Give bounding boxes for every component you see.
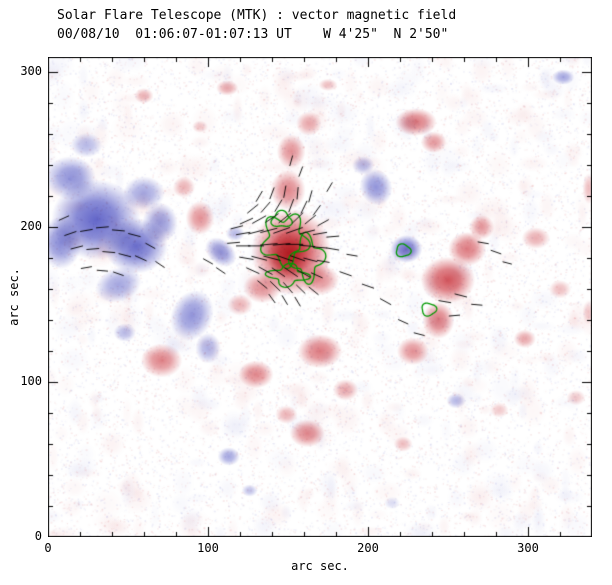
x-tick-label-0: 0: [44, 541, 52, 555]
x-tick-label-200: 200: [357, 541, 379, 555]
y-axis-label: arc sec.: [7, 268, 21, 326]
y-tick-label-100: 100: [20, 374, 42, 388]
figure-subtitle: 00/08/10 01:06:07-01:07:13 UT W 4'25" N …: [57, 27, 449, 42]
x-tick-label-300: 300: [517, 541, 539, 555]
x-axis-label: arc sec.: [291, 559, 349, 573]
x-tick-label-100: 100: [197, 541, 219, 555]
magnetogram-canvas: [48, 57, 592, 537]
y-tick-label-300: 300: [20, 64, 42, 78]
y-tick-label-0: 0: [34, 529, 42, 543]
y-tick-label-200: 200: [20, 219, 42, 233]
figure-title: Solar Flare Telescope (MTK) : vector mag…: [57, 8, 457, 23]
